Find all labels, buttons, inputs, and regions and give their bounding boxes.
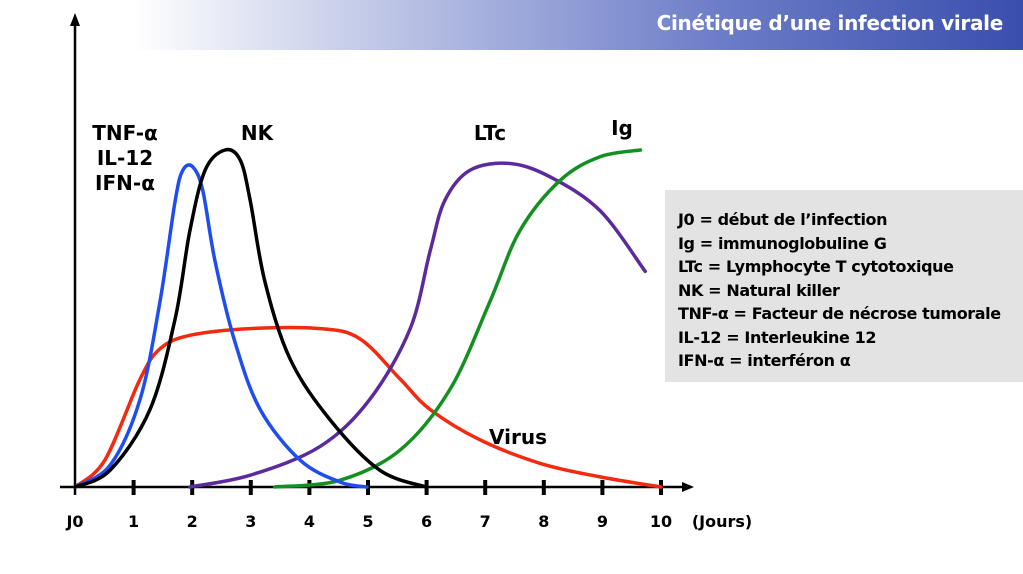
x-tick-label: 5 (362, 512, 373, 531)
legend-item: J0 = début de l’infection (678, 210, 888, 229)
series-label: NK (241, 121, 275, 145)
legend-item: TNF-α = Facteur de nécrose tumorale (678, 304, 1001, 323)
x-tick-label: 8 (538, 512, 549, 531)
series-line-ig (273, 148, 643, 489)
x-tick-label: 7 (480, 512, 491, 531)
x-tick-label: 4 (304, 512, 315, 531)
series-label: IL-12 (97, 146, 153, 170)
x-tick-label: 1 (128, 512, 139, 531)
legend-item: NK = Natural killer (678, 280, 840, 300)
series-line-nk (73, 147, 428, 489)
x-tick-label: 3 (245, 512, 256, 531)
series-label: TNF-α (92, 121, 157, 145)
x-tick-label: J0 (65, 512, 83, 531)
y-axis-arrow (70, 13, 80, 26)
legend-item: LTc = Lymphocyte T cytotoxique (678, 257, 954, 276)
x-tick-label: 2 (187, 512, 198, 531)
x-tick-label: 9 (597, 512, 608, 531)
x-axis-arrow (682, 482, 694, 492)
legend-box: J0 = début de l’infection Ig = immunoglo… (665, 190, 1023, 382)
series-label: Virus (489, 425, 547, 449)
series-label: Ig (611, 116, 633, 140)
series-line-virus (73, 325, 663, 489)
legend-item: IFN-α = interféron α (678, 351, 851, 370)
x-tick-label: 10 (650, 512, 672, 531)
legend-item: IL-12 = Interleukine 12 (678, 327, 877, 347)
legend-item: Ig = immunoglobuline G (678, 233, 887, 253)
series-label: IFN-α (95, 171, 155, 195)
x-tick-label: 6 (421, 512, 432, 531)
title-bar: Cinétique d’une infection virale (0, 0, 1023, 50)
series-line-ltc (188, 161, 647, 489)
series-label: LTc (474, 121, 506, 145)
series-line-tnf (73, 163, 369, 489)
x-axis-label: (Jours) (692, 512, 752, 531)
chart-title: Cinétique d’une infection virale (656, 11, 1004, 35)
